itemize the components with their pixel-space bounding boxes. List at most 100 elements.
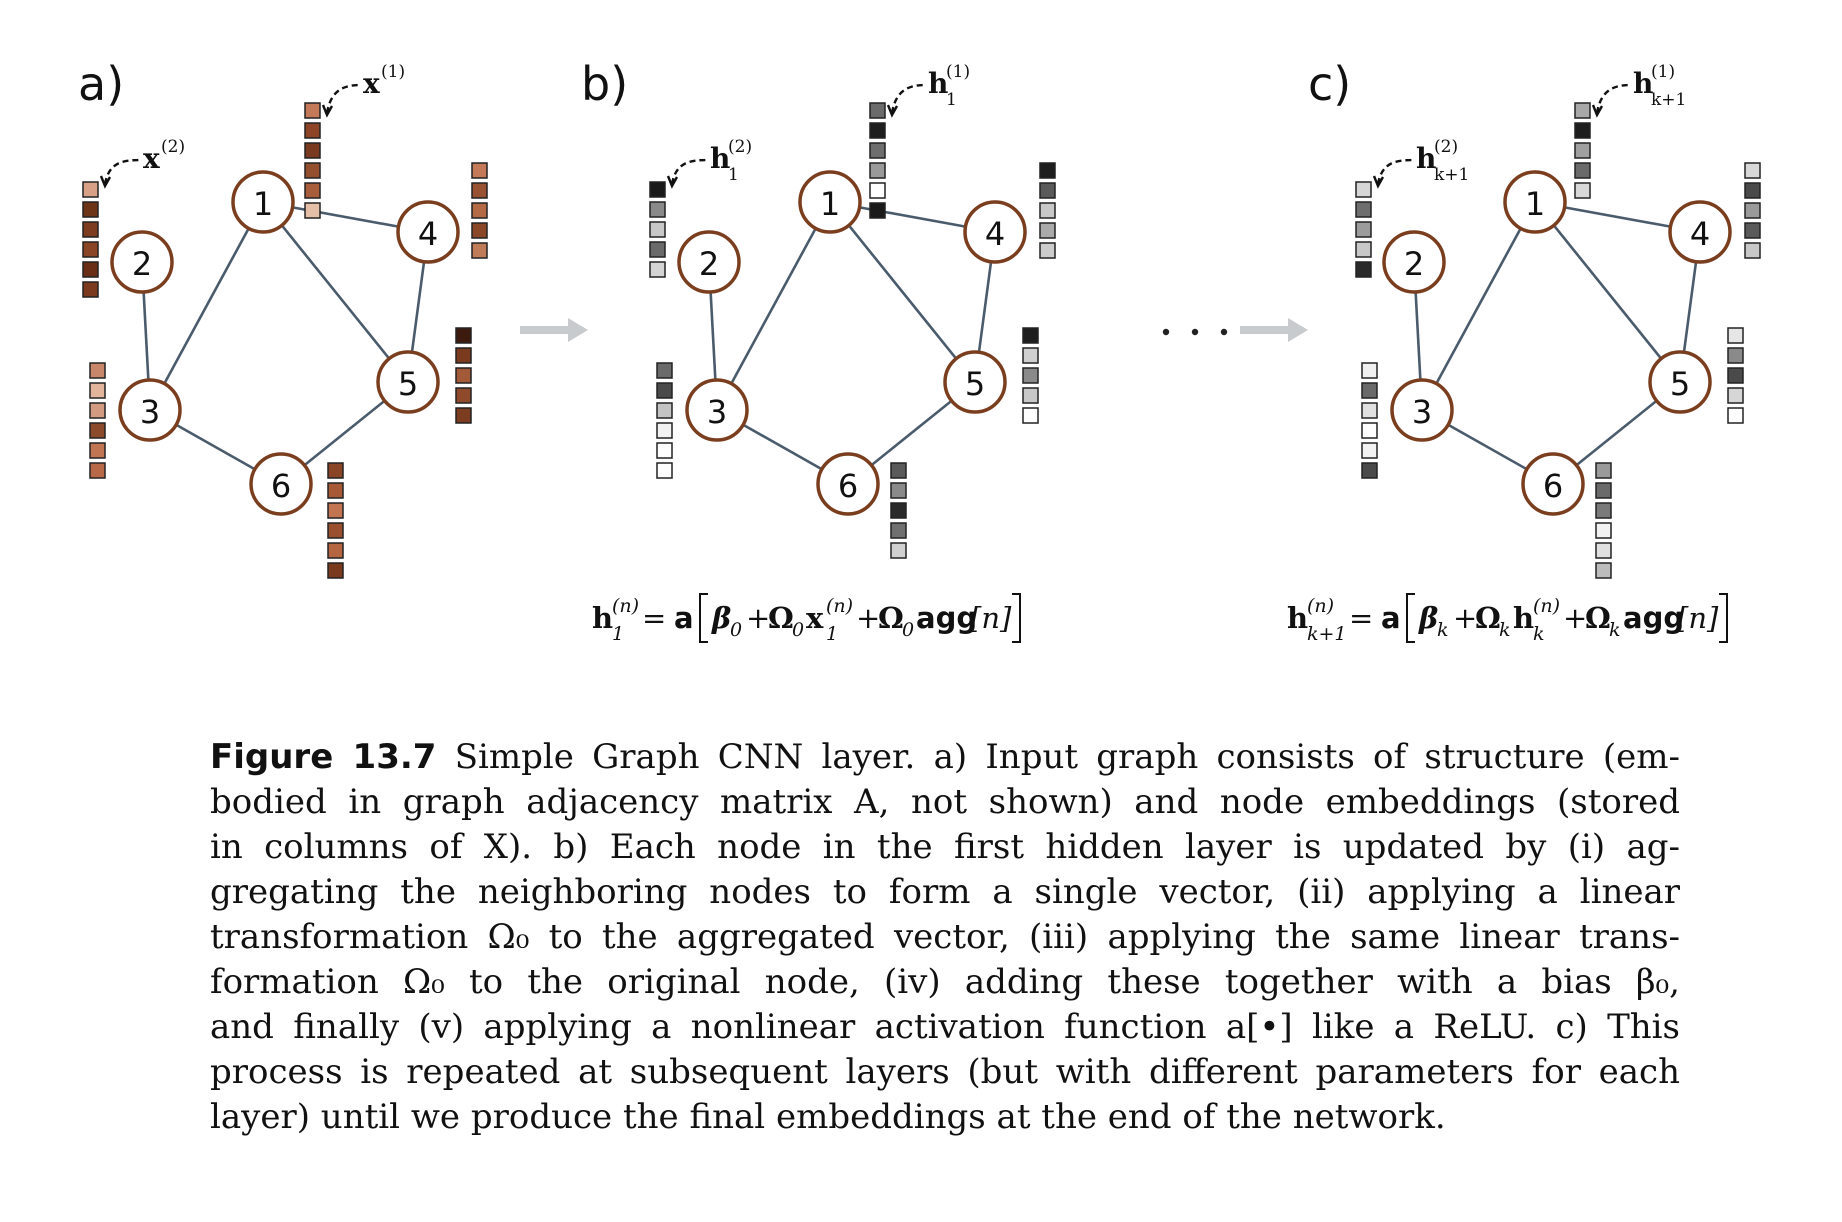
node-label: 4 bbox=[1690, 215, 1710, 253]
equation-equals: = bbox=[642, 601, 666, 635]
embedding-column-node-6 bbox=[890, 462, 907, 559]
graph-node-6: 6 bbox=[816, 452, 880, 516]
graph-node-3: 3 bbox=[685, 378, 749, 442]
embedding-cell bbox=[471, 222, 488, 239]
embedding-cell bbox=[1595, 562, 1612, 579]
flow-arrow-head bbox=[568, 318, 588, 342]
embedding-cell bbox=[304, 122, 321, 139]
equation-lhs: h bbox=[592, 601, 613, 635]
embedding-column-node-4 bbox=[1039, 162, 1056, 259]
embedding-cell bbox=[1744, 182, 1761, 199]
node-circle bbox=[1521, 452, 1585, 516]
figure-label: Figure 13.7 bbox=[210, 737, 437, 777]
node-label: 6 bbox=[838, 467, 858, 505]
equation-activation: a bbox=[674, 601, 694, 635]
embedding-cell bbox=[649, 241, 666, 258]
embedding-cell bbox=[1574, 102, 1591, 119]
embedding-cell bbox=[82, 241, 99, 258]
embedding-cell bbox=[1022, 387, 1039, 404]
equation-lhs-subscript: k+1 bbox=[1307, 623, 1347, 645]
node-circle bbox=[798, 170, 862, 234]
graph-node-6: 6 bbox=[249, 452, 313, 516]
equation-b: h(n)1 = a β0 +Ω0 x (n)1 +Ω0 agg[n] bbox=[592, 593, 1021, 645]
equation-agg-argument: [n] bbox=[1677, 601, 1719, 635]
embedding-column-node-1 bbox=[869, 102, 886, 219]
annotation-side: h(2) 1 bbox=[710, 137, 752, 185]
graph-edge bbox=[280, 224, 391, 360]
node-label: 6 bbox=[271, 467, 291, 505]
embedding-cell bbox=[1355, 241, 1372, 258]
callout-arrow bbox=[103, 158, 142, 185]
equation-vector: h bbox=[1513, 601, 1534, 635]
embedding-cell bbox=[1039, 242, 1056, 259]
node-circle bbox=[249, 452, 313, 516]
embedding-cell bbox=[1595, 522, 1612, 539]
graph-node-4: 4 bbox=[963, 200, 1027, 264]
embedding-cell bbox=[1039, 202, 1056, 219]
embedding-cell bbox=[890, 542, 907, 559]
node-circle bbox=[110, 230, 174, 294]
annotation-superscript: (2) bbox=[728, 137, 752, 157]
embedding-cell bbox=[1361, 382, 1378, 399]
equation-plus: + bbox=[856, 601, 880, 635]
graph-edge bbox=[847, 224, 958, 360]
annotation-symbol: h bbox=[710, 142, 730, 175]
embedding-cell bbox=[1039, 182, 1056, 199]
caption-line: in columns of X). b) Each node in the fi… bbox=[210, 827, 1680, 867]
embedding-cell bbox=[890, 502, 907, 519]
embedding-cell bbox=[1039, 222, 1056, 239]
embedding-cell bbox=[1727, 347, 1744, 364]
embedding-cell bbox=[304, 182, 321, 199]
node-label: 2 bbox=[132, 245, 152, 283]
graph-node-1: 1 bbox=[231, 170, 295, 234]
node-label: 1 bbox=[253, 185, 273, 223]
embedding-cell bbox=[82, 181, 99, 198]
node-label: 5 bbox=[965, 365, 985, 403]
embedding-cell bbox=[1727, 367, 1744, 384]
embedding-cell bbox=[1022, 407, 1039, 424]
equation-vector-subscript: k bbox=[1533, 623, 1545, 645]
embedding-cell bbox=[656, 462, 673, 479]
callout-arrow bbox=[1376, 158, 1415, 185]
graph-node-4: 4 bbox=[1668, 200, 1732, 264]
embedding-cell bbox=[869, 122, 886, 139]
embedding-cell bbox=[890, 522, 907, 539]
annotation-subscript: 1 bbox=[728, 165, 739, 185]
graph-edge bbox=[730, 227, 817, 385]
figure-caption: Figure 13.7 Simple Graph CNN layer. a) I… bbox=[210, 735, 1680, 1140]
node-circle bbox=[963, 200, 1027, 264]
caption-line: Figure 13.7 Simple Graph CNN layer. a) I… bbox=[210, 737, 1680, 777]
annotation-side: h(2) k+1 bbox=[1416, 137, 1469, 185]
embedding-cell bbox=[649, 261, 666, 278]
embedding-cell bbox=[455, 327, 472, 344]
caption-line: process is repeated at subsequent layers… bbox=[210, 1052, 1680, 1092]
embedding-cell bbox=[471, 162, 488, 179]
equation-weight-subscript: 0 bbox=[792, 619, 804, 641]
equation-lhs-superscript: (n) bbox=[1307, 595, 1334, 617]
panel-label: b) bbox=[581, 57, 628, 111]
equation-bias-subscript: k bbox=[1437, 619, 1449, 641]
graph-node-3: 3 bbox=[118, 378, 182, 442]
node-circle bbox=[1648, 350, 1712, 414]
embedding-cell bbox=[327, 482, 344, 499]
caption-line: layer) until we produce the final embedd… bbox=[210, 1097, 1446, 1137]
callout-arrow bbox=[670, 158, 709, 185]
embedding-column-node-5 bbox=[1022, 327, 1039, 424]
caption-line: and finally (v) applying a nonlinear act… bbox=[210, 1007, 1680, 1047]
embedding-cell bbox=[1595, 482, 1612, 499]
annotation-symbol: x bbox=[143, 142, 160, 175]
node-label: 6 bbox=[1543, 467, 1563, 505]
embedding-cell bbox=[455, 367, 472, 384]
equation-agg-argument: [n] bbox=[970, 601, 1012, 635]
annotation-top: x (1) bbox=[363, 62, 405, 100]
node-circle bbox=[943, 350, 1007, 414]
embedding-cell bbox=[1022, 347, 1039, 364]
embedding-cell bbox=[455, 347, 472, 364]
equation-bias: β bbox=[1418, 601, 1438, 635]
callout-arrow bbox=[325, 83, 362, 114]
equation-lhs-superscript: (n) bbox=[612, 595, 639, 617]
graph-node-2: 2 bbox=[1382, 230, 1446, 294]
node-label: 3 bbox=[1412, 393, 1432, 431]
graph-edge bbox=[742, 423, 823, 471]
